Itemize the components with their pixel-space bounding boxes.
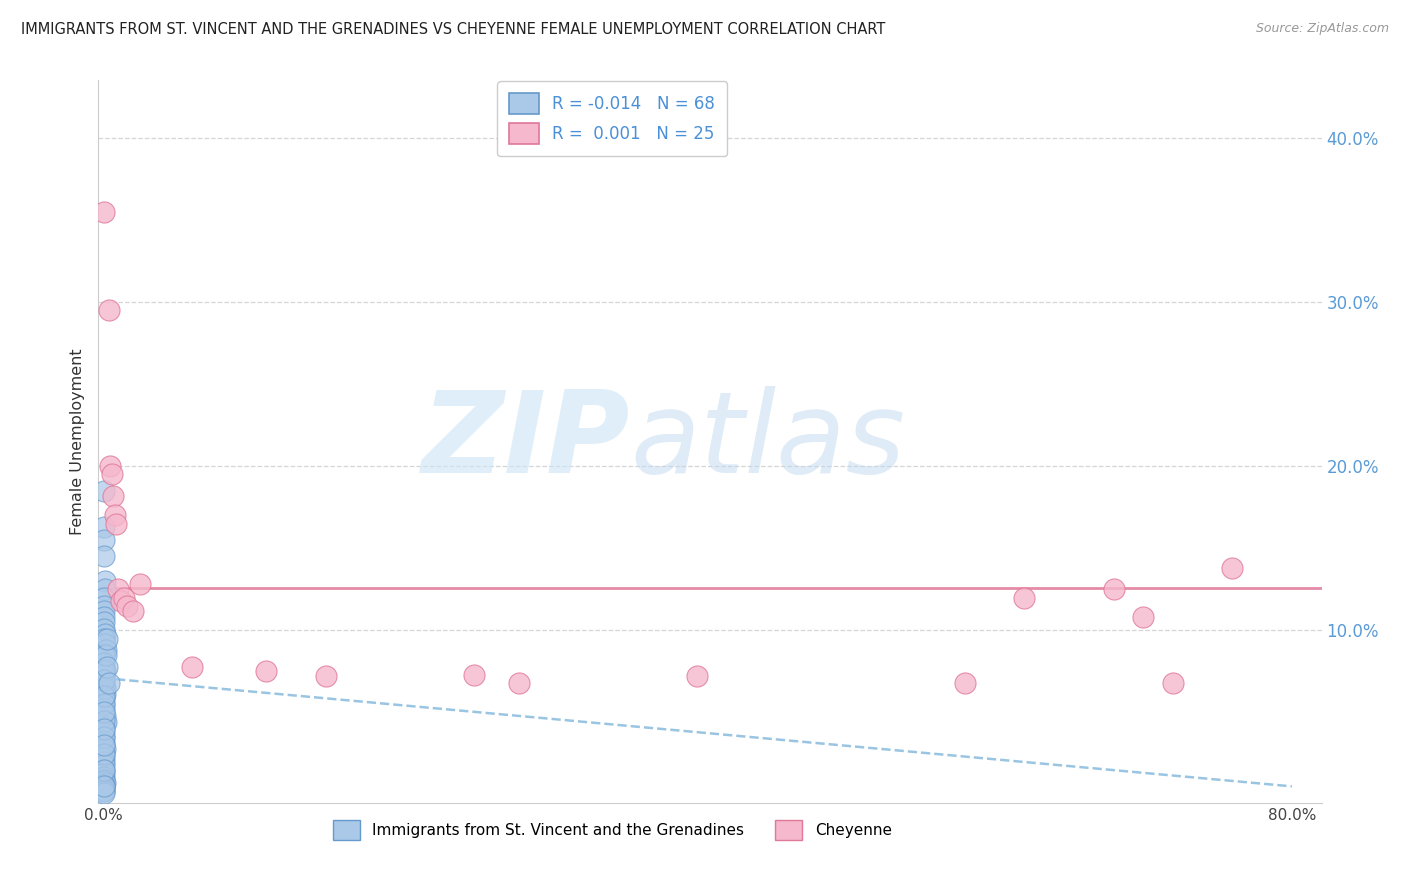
Text: IMMIGRANTS FROM ST. VINCENT AND THE GRENADINES VS CHEYENNE FEMALE UNEMPLOYMENT C: IMMIGRANTS FROM ST. VINCENT AND THE GREN… — [21, 22, 886, 37]
Point — [94, 681, 117, 695]
Point — [107, 582, 129, 597]
Point — [93, 782, 115, 797]
Point — [93, 778, 115, 792]
Point — [93, 770, 115, 784]
Point — [93, 739, 115, 753]
Point — [94, 648, 117, 662]
Point — [93, 730, 115, 744]
Point — [93, 714, 115, 728]
Point — [93, 725, 115, 739]
Point — [1132, 610, 1154, 624]
Point — [93, 735, 115, 749]
Point — [93, 533, 115, 547]
Point — [112, 591, 135, 605]
Point — [97, 303, 120, 318]
Point — [93, 599, 115, 613]
Point — [93, 682, 115, 697]
Point — [93, 739, 115, 753]
Point — [94, 715, 117, 730]
Point — [93, 665, 115, 679]
Point — [93, 549, 115, 564]
Point — [94, 582, 117, 597]
Point — [93, 763, 115, 777]
Point — [93, 720, 115, 734]
Point — [1222, 561, 1244, 575]
Point — [93, 747, 115, 761]
Point — [93, 677, 115, 691]
Point — [121, 604, 143, 618]
Point — [1102, 582, 1125, 597]
Point — [97, 676, 120, 690]
Point — [93, 604, 115, 618]
Point — [93, 483, 115, 498]
Point — [96, 659, 118, 673]
Point — [93, 622, 115, 636]
Point — [93, 626, 115, 640]
Point — [93, 755, 115, 769]
Point — [93, 204, 115, 219]
Point — [93, 615, 115, 630]
Point — [463, 667, 485, 681]
Point — [508, 676, 530, 690]
Point — [94, 741, 117, 756]
Point — [93, 780, 115, 795]
Point — [93, 722, 115, 736]
Point — [93, 698, 115, 712]
Point — [94, 708, 117, 723]
Point — [93, 632, 115, 646]
Point — [93, 698, 115, 712]
Point — [93, 786, 115, 800]
Point — [94, 643, 117, 657]
Point — [93, 766, 115, 780]
Point — [93, 730, 115, 744]
Point — [94, 663, 117, 677]
Point — [93, 648, 115, 662]
Point — [93, 574, 115, 588]
Point — [93, 751, 115, 765]
Point — [110, 594, 132, 608]
Point — [953, 676, 976, 690]
Point — [93, 687, 115, 701]
Point — [93, 657, 115, 671]
Point — [93, 591, 115, 605]
Point — [1161, 676, 1184, 690]
Point — [93, 772, 115, 787]
Point — [93, 673, 115, 687]
Point — [101, 467, 124, 482]
Point — [1014, 591, 1036, 605]
Point — [93, 706, 115, 720]
Point — [254, 665, 277, 679]
Text: atlas: atlas — [630, 386, 905, 497]
Point — [93, 702, 115, 716]
Point — [315, 669, 337, 683]
Point — [93, 774, 115, 789]
Point — [93, 763, 115, 777]
Point — [686, 669, 709, 683]
Point — [105, 516, 128, 531]
Point — [181, 659, 204, 673]
Point — [96, 632, 118, 646]
Point — [93, 667, 115, 681]
Point — [93, 520, 115, 534]
Point — [93, 780, 115, 794]
Point — [93, 747, 115, 761]
Point — [93, 784, 115, 798]
Point — [129, 577, 152, 591]
Point — [93, 689, 115, 703]
Point — [103, 489, 125, 503]
Point — [93, 692, 115, 706]
Point — [93, 673, 115, 687]
Text: ZIP: ZIP — [422, 386, 630, 497]
Point — [104, 508, 127, 523]
Point — [115, 599, 138, 613]
Point — [93, 776, 115, 790]
Point — [98, 459, 121, 474]
Point — [93, 780, 115, 794]
Legend: Immigrants from St. Vincent and the Grenadines, Cheyenne: Immigrants from St. Vincent and the Gren… — [326, 814, 898, 846]
Point — [93, 610, 115, 624]
Point — [93, 758, 115, 772]
Y-axis label: Female Unemployment: Female Unemployment — [69, 348, 84, 535]
Point — [94, 636, 117, 650]
Text: Source: ZipAtlas.com: Source: ZipAtlas.com — [1256, 22, 1389, 36]
